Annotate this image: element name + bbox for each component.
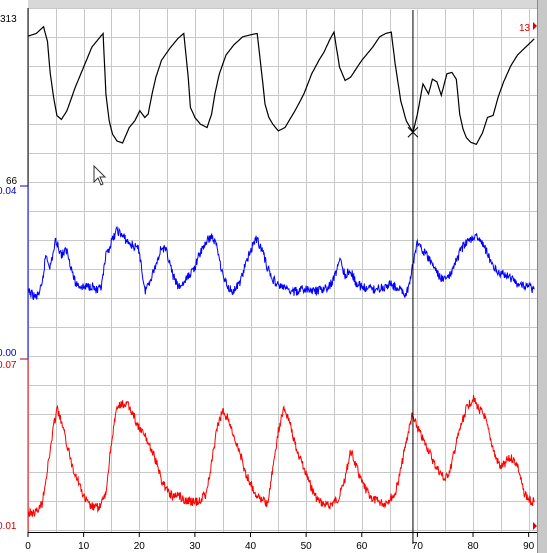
channel-3-trace	[27, 394, 535, 518]
channel-2-trace	[27, 225, 535, 300]
x-axis-ticks: 0 10 20 30 40 50 60 70 80 90	[25, 532, 535, 552]
x-tick-label: 50	[301, 541, 313, 552]
x-tick-label: 90	[523, 541, 535, 552]
channel-1-marker-label: 13	[519, 23, 531, 34]
plot-grid	[28, 8, 537, 533]
channel-2-labels: 0.04 0.00	[0, 186, 17, 359]
x-tick-label: 70	[412, 541, 424, 552]
x-tick-label: 0	[25, 541, 31, 552]
traces	[27, 25, 535, 518]
x-tick-label: 30	[189, 541, 201, 552]
channel-1-trace	[27, 25, 535, 146]
mouse-pointer-icon	[93, 164, 107, 186]
right-scrollbar[interactable]	[537, 0, 547, 553]
cursor-crosshair-marker	[407, 126, 419, 138]
channel-3-top-label: 0.07	[0, 360, 17, 371]
corner-marker-icon	[533, 22, 537, 30]
channel-3-bottom-label: 0.01	[0, 521, 17, 532]
corner-marker-bottom-icon	[533, 522, 537, 530]
channel-2-bottom-label: 0.00	[0, 348, 17, 359]
cursor-cross-stroke	[407, 126, 419, 138]
channel-1-top-label: 313	[0, 14, 17, 25]
x-tick-label: 40	[245, 541, 257, 552]
channel-1-bottom-label: 66	[6, 176, 18, 187]
x-tick-label: 10	[78, 541, 90, 552]
channel-2-top-label: 0.04	[0, 186, 17, 197]
channel-3-labels: 0.07 0.01	[0, 360, 17, 532]
x-tick-label: 80	[467, 541, 479, 552]
x-tick-label: 60	[356, 541, 368, 552]
x-tick-label: 20	[134, 541, 146, 552]
channel-1-labels: 313 66 13	[0, 14, 531, 187]
